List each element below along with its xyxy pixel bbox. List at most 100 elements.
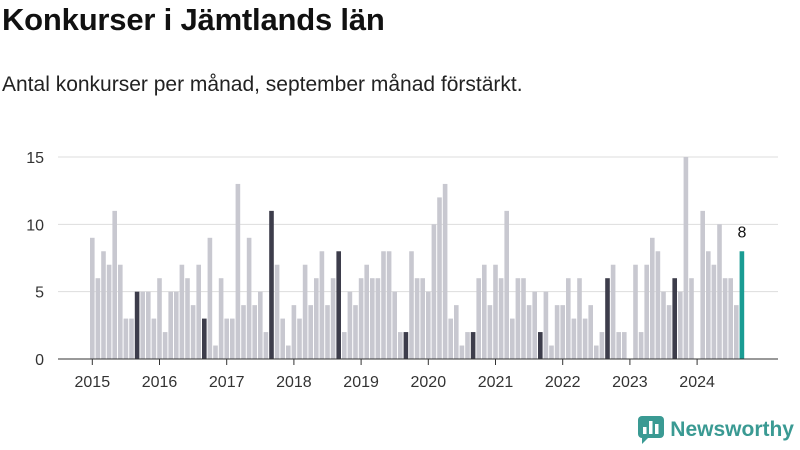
bar-2019-06 (386, 251, 392, 359)
bar-2023-07 (661, 291, 666, 359)
bar-2018-12 (353, 305, 358, 359)
bar-2018-09 (336, 251, 341, 359)
bar-2021-09 (538, 332, 543, 359)
x-tick-label: 2023 (612, 374, 648, 391)
bar-2019-01 (358, 278, 364, 359)
bar-2022-04 (577, 278, 582, 359)
bar-2023-11 (683, 157, 689, 359)
bar-2020-11 (482, 264, 487, 359)
bar-2023-12 (689, 278, 694, 359)
bar-2021-02 (498, 278, 504, 359)
bar-2016-10 (207, 237, 213, 359)
bar-2021-12 (554, 305, 560, 359)
bar-2020-05 (448, 318, 453, 359)
bar-2023-03 (638, 332, 644, 359)
x-tick-label: 2015 (75, 374, 111, 391)
bar-2015-01 (90, 237, 95, 359)
bar-2015-05 (112, 210, 117, 359)
bar-2022-07 (594, 345, 599, 359)
bar-2021-03 (504, 210, 509, 359)
y-tick-label: 15 (26, 150, 44, 167)
bar-2020-04 (442, 183, 448, 359)
bar-2015-02 (95, 278, 101, 359)
bar-2023-04 (644, 264, 649, 359)
bar-2022-05 (582, 318, 588, 359)
bar-2021-04 (510, 318, 515, 359)
bar-2022-09 (605, 278, 610, 359)
newsworthy-logo: Newsworthy (638, 416, 794, 444)
bar-2020-01 (426, 291, 431, 359)
chart-subtitle: Antal konkurser per månad, september mån… (2, 73, 523, 96)
bar-2019-10 (409, 251, 414, 359)
bar-2015-07 (123, 318, 129, 359)
bar-2021-06 (521, 278, 526, 359)
bar-2020-09 (470, 332, 476, 359)
bar-2023-09 (672, 278, 677, 359)
bar-2022-10 (610, 264, 616, 359)
bar-2018-11 (347, 291, 353, 359)
x-tick-label: 2021 (478, 374, 514, 391)
bar-2016-02 (162, 332, 168, 359)
x-axis-ticks: 2015 2016 2017 2018 2019 2020 2021 2022 2023 2024 (75, 359, 715, 391)
bar-2020-03 (437, 197, 442, 359)
bar-2017-02 (230, 318, 235, 359)
bar-2018-08 (330, 278, 336, 359)
bar-2023-10 (678, 291, 683, 359)
bar-2017-04 (241, 305, 246, 359)
bar-2021-10 (543, 291, 549, 359)
bar-2022-11 (616, 332, 621, 359)
bar-2024-05 (717, 224, 722, 359)
x-tick-label: 2017 (209, 374, 245, 391)
bar-2015-06 (118, 264, 123, 359)
bar-2018-03 (302, 264, 308, 359)
bar-2017-11 (280, 318, 285, 359)
bar-2018-05 (314, 278, 319, 359)
bar-2024-02 (700, 210, 705, 359)
bar-2016-08 (196, 264, 201, 359)
bar-2019-02 (364, 264, 369, 359)
bar-2016-03 (168, 291, 173, 359)
x-tick-label: 2022 (545, 374, 581, 391)
bar-2021-05 (515, 278, 521, 359)
bar-2015-12 (151, 318, 157, 359)
bar-2017-07 (258, 291, 263, 359)
bar-2015-04 (106, 264, 112, 359)
bar-2015-10 (140, 291, 145, 359)
bar-2018-01 (291, 305, 297, 359)
bar-2020-02 (431, 224, 437, 359)
newsworthy-logo-icon (638, 416, 665, 444)
bar-2024-09 (739, 251, 745, 359)
bar-2022-08 (599, 332, 605, 359)
bar-2018-07 (325, 305, 330, 359)
bar-2015-11 (146, 291, 151, 359)
bar-2024-04 (711, 264, 717, 359)
bar-2017-01 (224, 318, 229, 359)
bar-2016-06 (185, 278, 190, 359)
bar-2019-11 (414, 278, 420, 359)
bar-2017-05 (246, 237, 252, 359)
bar-2017-12 (286, 345, 291, 359)
bar-2019-09 (403, 332, 409, 359)
bar-2017-09 (269, 210, 274, 359)
bar-2018-04 (308, 305, 313, 359)
x-tick-label: 2016 (142, 374, 178, 391)
bar-2018-10 (342, 332, 347, 359)
bar-2021-01 (493, 264, 498, 359)
bar-2022-01 (560, 305, 565, 359)
bar-2020-07 (459, 345, 465, 359)
bar-2022-02 (566, 278, 571, 359)
bar-2022-12 (622, 332, 627, 359)
bar-2019-08 (398, 332, 403, 359)
bar-2020-10 (476, 278, 481, 359)
x-tick-label: 2024 (679, 374, 715, 391)
bar-2023-02 (633, 264, 638, 359)
bar-2020-12 (487, 305, 493, 359)
x-tick-label: 2018 (276, 374, 312, 391)
bar-2023-06 (655, 251, 661, 359)
bar-2016-07 (190, 305, 196, 359)
bar-2019-07 (392, 291, 397, 359)
bar-2017-03 (235, 183, 241, 359)
bar-2024-06 (722, 278, 728, 359)
bar-2022-03 (571, 318, 577, 359)
